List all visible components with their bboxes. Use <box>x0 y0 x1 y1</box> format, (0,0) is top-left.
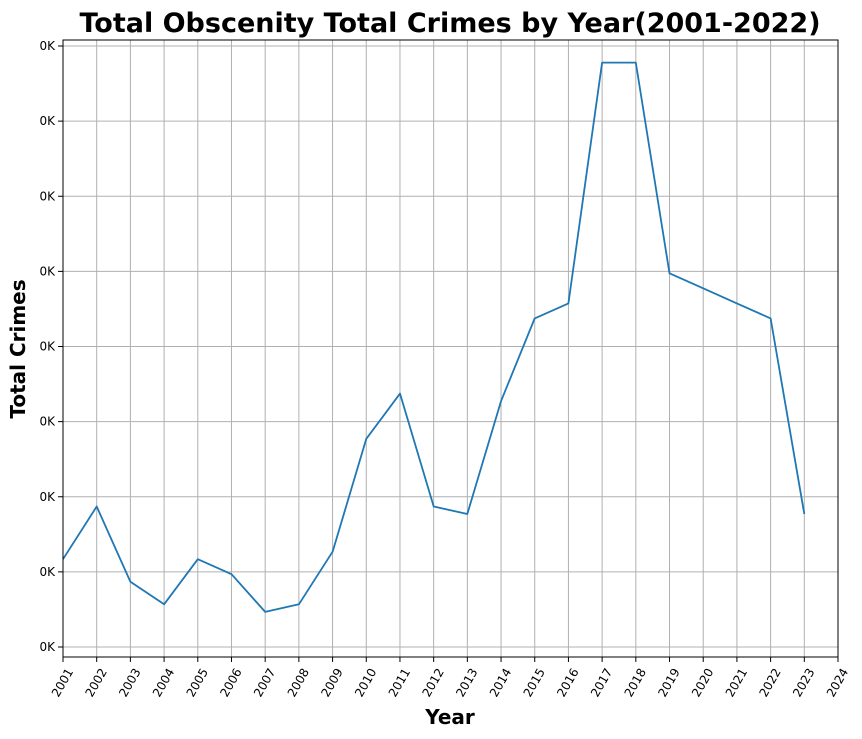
x-tick-label: 2017 <box>588 666 615 699</box>
plot-frame <box>62 39 839 658</box>
y-axis-title: Total Crimes <box>6 279 30 418</box>
y-tick-label: 0K <box>39 640 56 654</box>
x-tick-label: 2012 <box>419 666 446 699</box>
x-tick-label: 2018 <box>622 666 649 699</box>
x-tick-label: 2014 <box>487 666 514 699</box>
x-tick-label: 2007 <box>251 666 278 699</box>
x-tick-label: 2004 <box>150 666 177 699</box>
x-tick-label: 2008 <box>285 666 312 699</box>
y-axis-ticks: 0K 0K 0K 0K 0K 0K 0K 0K 0K <box>39 39 63 654</box>
x-axis-title: Year <box>424 705 475 729</box>
x-tick-label: 2006 <box>217 666 244 699</box>
x-tick-label: 2011 <box>386 666 413 699</box>
y-tick-label: 0K <box>39 114 56 128</box>
x-tick-label: 2015 <box>521 666 548 699</box>
chart-title: Total Obscenity Total Crimes by Year(200… <box>79 8 820 39</box>
x-tick-label: 2001 <box>49 666 76 699</box>
x-tick-label: 2021 <box>723 666 750 699</box>
x-tick-label: 2019 <box>655 666 682 699</box>
y-tick-label: 0K <box>39 415 56 429</box>
x-tick-label: 2013 <box>453 666 480 699</box>
x-axis-ticks: 2001 2002 2003 2004 2005 2006 2007 2008 2009 2010… <box>49 657 851 699</box>
x-tick-label: 2010 <box>352 666 379 699</box>
x-tick-label: 2002 <box>83 666 110 699</box>
y-tick-label: 0K <box>39 189 56 203</box>
x-tick-label: 2020 <box>689 666 716 699</box>
x-tick-label: 2003 <box>116 666 143 699</box>
y-tick-label: 0K <box>39 264 56 278</box>
x-tick-label: 2016 <box>554 666 581 699</box>
y-tick-label: 0K <box>39 340 56 354</box>
y-tick-label: 0K <box>39 39 56 53</box>
x-tick-label: 2005 <box>184 666 211 699</box>
x-tick-label: 2024 <box>824 666 851 699</box>
y-tick-label: 0K <box>39 490 56 504</box>
series-layer <box>62 61 806 613</box>
y-tick-label: 0K <box>39 565 56 579</box>
grid <box>62 40 839 657</box>
x-tick-label: 2023 <box>790 666 817 699</box>
x-tick-label: 2022 <box>756 666 783 699</box>
x-tick-label: 2009 <box>318 666 345 699</box>
series-line <box>62 61 806 613</box>
